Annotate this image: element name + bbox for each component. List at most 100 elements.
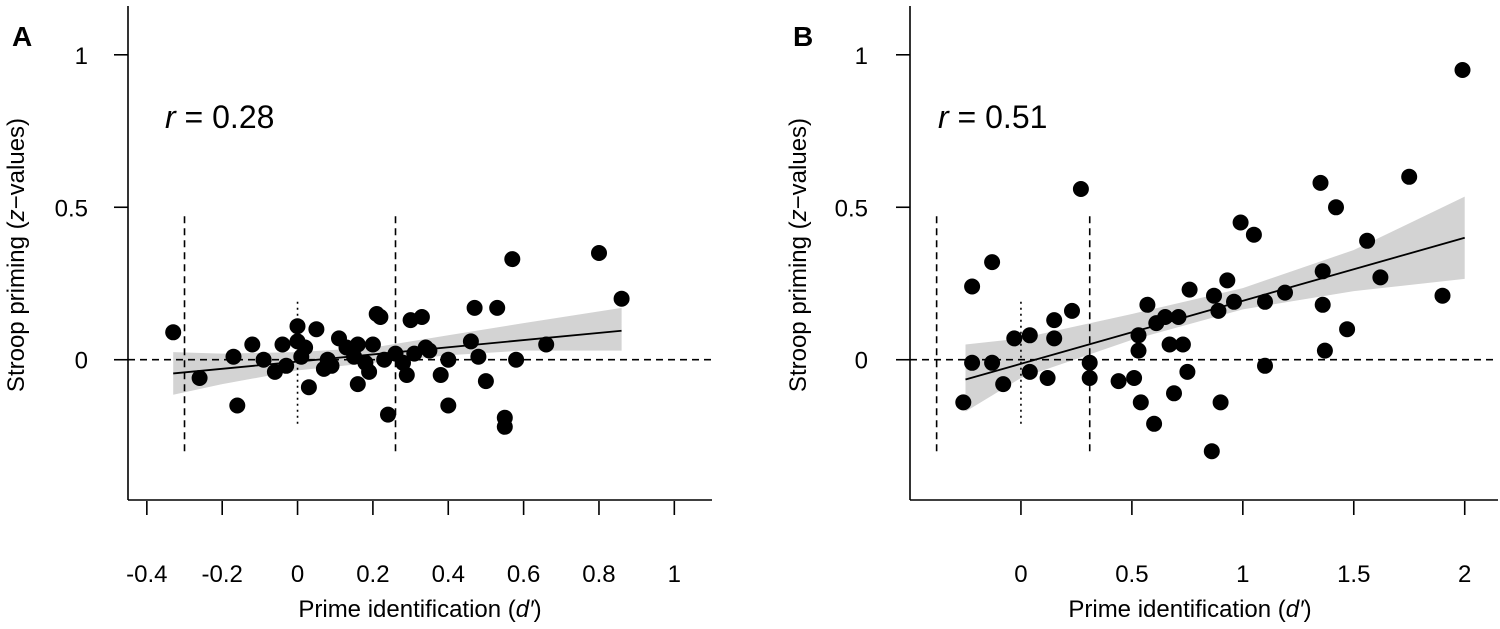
- data-point: [1210, 302, 1227, 319]
- data-point: [225, 348, 242, 365]
- y-axis-title-suffix: −values): [785, 118, 812, 209]
- panel-b: 0 0.5 1 0 0.5 1 1.5 2 B r = 0.51 Prime identifi…: [785, 6, 1498, 623]
- data-point: [613, 290, 630, 307]
- data-point: [1206, 287, 1222, 304]
- correlation-label: r = 0.51: [938, 99, 1047, 135]
- r-value: = 0.51: [949, 99, 1048, 135]
- data-point: [255, 351, 272, 368]
- data-point: [432, 367, 449, 383]
- data-point: [229, 397, 246, 414]
- x-tick-label: 0.2: [356, 561, 389, 588]
- y-tick-label: 0: [75, 348, 88, 375]
- data-point: [1161, 336, 1178, 353]
- data-point: [398, 367, 415, 383]
- y-axis-title: Stroop priming (z−values): [785, 118, 812, 392]
- r-symbol: r: [938, 99, 950, 135]
- r-symbol: r: [165, 99, 177, 135]
- data-point: [323, 357, 340, 374]
- data-point: [380, 406, 396, 423]
- data-point: [1257, 293, 1273, 310]
- data-point: [1046, 330, 1063, 347]
- data-point: [289, 318, 306, 335]
- data-point: [1130, 342, 1147, 359]
- data-point: [1179, 363, 1196, 380]
- x-tick-label: 1: [1236, 561, 1249, 588]
- data-point: [361, 363, 378, 380]
- data-point: [1257, 357, 1273, 374]
- data-point: [538, 336, 555, 353]
- data-point: [964, 278, 981, 295]
- data-point: [1434, 287, 1451, 304]
- data-point: [1314, 296, 1331, 313]
- x-axis-title: Prime identification (d′): [298, 596, 541, 623]
- data-point: [1110, 373, 1127, 390]
- y-axis-title-suffix: −values): [3, 118, 30, 209]
- x-tick-label: 0: [1014, 561, 1027, 588]
- axes-layer: 0 0.5 1 -0.4 -0.2 0 0.2 0.4 0.6 0.8 1: [55, 6, 712, 588]
- data-point: [421, 342, 438, 359]
- x-tick-label: 0.4: [432, 561, 465, 588]
- data-point: [496, 418, 513, 435]
- data-point: [1046, 312, 1063, 329]
- y-tick-label: 1: [855, 43, 868, 70]
- data-point: [1401, 168, 1418, 185]
- data-point: [462, 333, 479, 350]
- data-point: [1219, 272, 1236, 289]
- data-point: [413, 309, 430, 325]
- x-axis-title: Prime identification (d′): [1068, 596, 1311, 623]
- x-tick-label: 0.6: [507, 561, 540, 588]
- y-axis-title: Stroop priming (z−values): [3, 118, 30, 392]
- x-axis-title-prefix: Prime identification (: [1068, 596, 1285, 623]
- data-point: [300, 379, 317, 396]
- data-point: [349, 336, 366, 353]
- data-point: [1226, 293, 1242, 310]
- x-tick-label: -0.2: [202, 561, 243, 588]
- data-point: [1314, 263, 1331, 280]
- x-axis-title-symbol: d′: [1286, 596, 1305, 623]
- data-point: [1064, 302, 1080, 319]
- x-tick-label: 0.5: [1115, 561, 1148, 588]
- x-axis-title-suffix: ): [1304, 596, 1312, 623]
- data-points-layer: [955, 62, 1471, 460]
- data-point: [504, 251, 521, 268]
- axes-layer: 0 0.5 1 0 0.5 1 1.5 2: [835, 6, 1498, 588]
- data-point: [1277, 284, 1293, 301]
- data-point: [995, 376, 1012, 393]
- data-point: [297, 339, 314, 356]
- data-point: [1232, 214, 1249, 231]
- data-point: [1359, 232, 1376, 249]
- data-point: [1126, 370, 1143, 386]
- y-tick-label: 0: [855, 348, 868, 375]
- data-point: [440, 397, 457, 414]
- data-point: [508, 351, 525, 368]
- data-point: [395, 354, 411, 371]
- x-tick-label: 0: [291, 561, 304, 588]
- data-point: [1181, 281, 1198, 298]
- x-tick-label: -0.4: [126, 561, 167, 588]
- data-point: [1339, 321, 1356, 338]
- data-point: [470, 348, 487, 365]
- data-point: [244, 336, 261, 353]
- y-axis-title-prefix: Stroop priming (: [785, 221, 812, 392]
- data-point: [1372, 269, 1389, 286]
- y-tick-label: 1: [75, 43, 88, 70]
- data-point: [984, 254, 1001, 271]
- data-point: [1316, 342, 1333, 359]
- panel-letter: A: [12, 21, 32, 52]
- data-point: [1170, 309, 1187, 325]
- data-point: [477, 373, 494, 390]
- x-axis-title-suffix: ): [534, 596, 542, 623]
- x-tick-label: 2: [1458, 561, 1471, 588]
- data-point: [1081, 370, 1098, 386]
- data-point: [349, 376, 366, 393]
- y-axis-title-symbol: z: [785, 209, 812, 222]
- correlation-label: r = 0.28: [165, 99, 274, 135]
- data-point: [308, 321, 325, 338]
- data-point: [984, 354, 1001, 371]
- data-point: [1021, 327, 1038, 344]
- data-point: [1245, 226, 1262, 243]
- panel-a: 0 0.5 1 -0.4 -0.2 0 0.2 0.4 0.6 0.8 1 A r = 0.28 P…: [3, 6, 712, 623]
- data-point: [1328, 199, 1344, 216]
- guide-lines-layer: [128, 213, 712, 452]
